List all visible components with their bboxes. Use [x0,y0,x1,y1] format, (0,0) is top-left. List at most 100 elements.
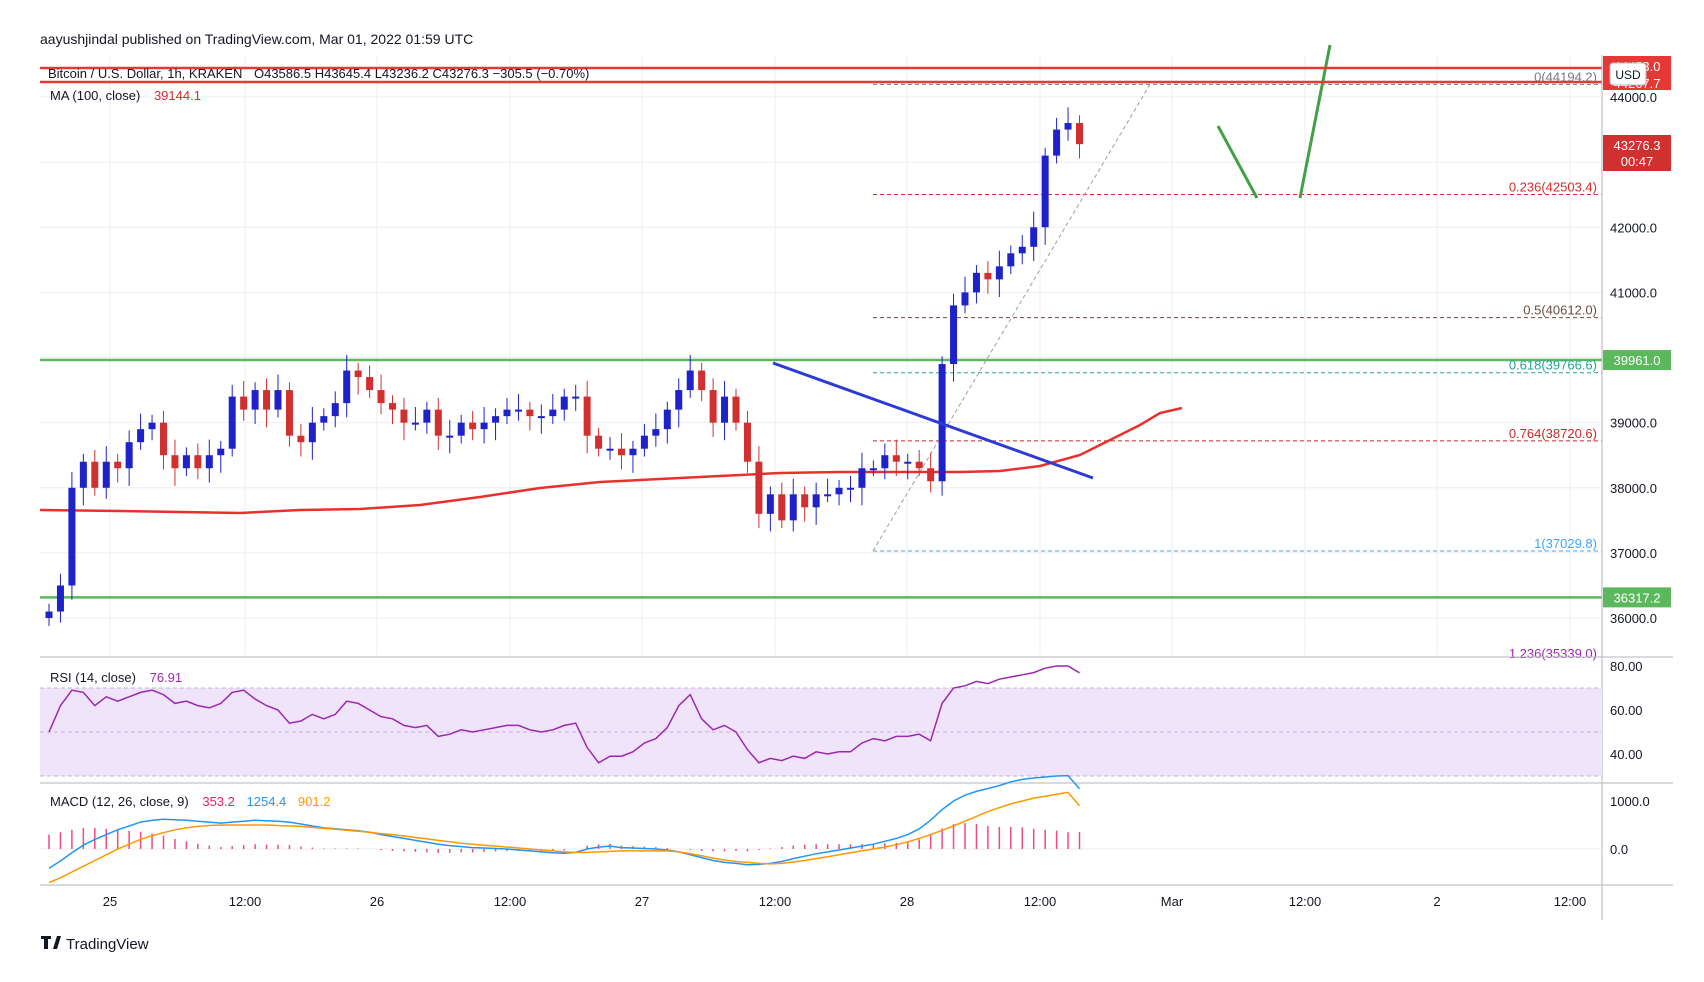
price-tag-last-text: 00:47 [1621,154,1654,169]
candle [217,448,225,456]
time-tick-label: 12:00 [1289,894,1322,909]
candle [457,422,465,436]
candle [503,409,511,417]
candle [1041,155,1049,228]
candle [1076,123,1083,145]
fib-label-1.236: 1.236(35339.0) [1509,646,1597,661]
candle [331,403,339,417]
candle [377,390,385,404]
candle [961,292,969,306]
candle [766,494,774,514]
candle [595,435,603,449]
support-levels [40,358,1602,599]
fib-label-1: 1(37029.8) [1534,536,1597,551]
candle [972,272,980,293]
candle [274,390,282,410]
svg-text:RSI (14, close) 76.91: RSI (14, close) 76.91 [50,670,182,685]
price-pane[interactable]: 0(44194.2) 0.236(42503.4) 0.5(40612.0) 0.61… [39,44,1602,661]
candle [869,468,877,471]
candle [824,494,832,497]
candle [102,461,110,488]
candle [194,455,202,469]
candle [892,455,900,462]
svg-text:MACD (12, 26, close, 9) 35: MACD (12, 26, close, 9) 353.2 1254.4 901… [50,794,330,809]
fib-diagonal [872,84,1151,552]
candle [812,494,820,508]
macd-tick-label: 0.0 [1610,842,1628,857]
time-tick-label: 12:00 [494,894,527,909]
candle [182,455,190,469]
time-tick-label: 12:00 [229,894,262,909]
breakout-trendline[interactable] [772,361,1094,480]
projection-down-leg[interactable] [1216,125,1259,199]
resistance-levels [40,66,1602,84]
time-tick-label: 27 [635,894,649,909]
price-tick-label: 36000.0 [1610,611,1657,626]
candle [1030,227,1038,247]
price-tag-36317: 36317.2 [1603,587,1671,608]
candle [171,455,179,469]
time-tick-label: 12:00 [1024,894,1057,909]
candle [91,461,99,488]
ma-100-line [39,406,1183,515]
tradingview-logo: TradingView [41,936,149,953]
candle [583,396,591,436]
candle [366,377,374,391]
footer-brand: TradingView [66,936,149,953]
candle [148,422,156,430]
time-axis[interactable]: 25 12:00 26 12:00 27 12:00 28 12:00 Mar 12:00 2 12:… [103,894,1587,909]
currency-badge[interactable]: USD [1609,62,1647,86]
candle [675,390,683,410]
macd-label: MACD (12, 26, close, 9) [50,794,189,809]
drawn-annotations[interactable] [772,44,1332,480]
candle [789,494,797,521]
rsi-tick-label: 40.00 [1610,747,1643,762]
candle [537,416,545,419]
svg-text:Bitcoin / U.S. Dollar, 1h, KRA: Bitcoin / U.S. Dollar, 1h, KRAKEN O43586… [48,66,589,81]
rsi-line [48,665,1080,764]
ma-value: 39144.1 [154,88,201,103]
ma-label: MA (100, close) [50,88,140,103]
candle [297,435,305,443]
rsi-tick-label: 60.00 [1610,703,1643,718]
candle [709,390,717,423]
candle [652,429,660,436]
candle [56,585,64,612]
candle [114,461,122,469]
candle [160,422,167,456]
tradingview-logo-icon [41,936,61,949]
candle [1064,123,1072,130]
candle [308,422,316,443]
svg-text:MA (100, close) 39144.1: MA (100, close) 39144.1 [50,88,201,103]
time-tick-label: 25 [103,894,117,909]
candle [434,409,442,436]
symbol-label: Bitcoin / U.S. Dollar, 1h, KRAKEN [48,66,242,81]
price-axis[interactable]: 44000.0 42000.0 41000.0 39000.0 38000.0 37000… [1610,90,1657,626]
candle [492,416,500,423]
candle [847,487,854,490]
price-tag-36317-bg [1603,587,1671,608]
price-tag-39961-bg [1603,350,1671,371]
candle [686,370,694,391]
time-tick-label: 12:00 [759,894,792,909]
candle [927,468,935,482]
rsi-pane[interactable]: 80.00 60.00 40.00 [40,659,1643,777]
price-tag-36317-text: 36317.2 [1614,590,1661,605]
candle [480,422,488,430]
candle [721,396,729,423]
price-tag-39961-text: 39961.0 [1614,353,1661,368]
candle [343,370,351,404]
macd-tick-label: 1000.0 [1610,794,1650,809]
projection-up-leg[interactable] [1298,44,1332,199]
price-tag-last: 43276.300:47 [1603,135,1671,171]
candle [79,461,87,488]
candle [205,455,213,469]
time-tick-label: 26 [370,894,384,909]
macd-pane[interactable]: 1000.0 0.0 [40,774,1650,884]
candle [137,429,145,443]
fibonacci-retracement[interactable]: 0(44194.2) 0.236(42503.4) 0.5(40612.0) 0.61… [872,69,1602,661]
candle [1053,129,1061,156]
candle [228,396,236,449]
rsi-value: 76.91 [150,670,183,685]
